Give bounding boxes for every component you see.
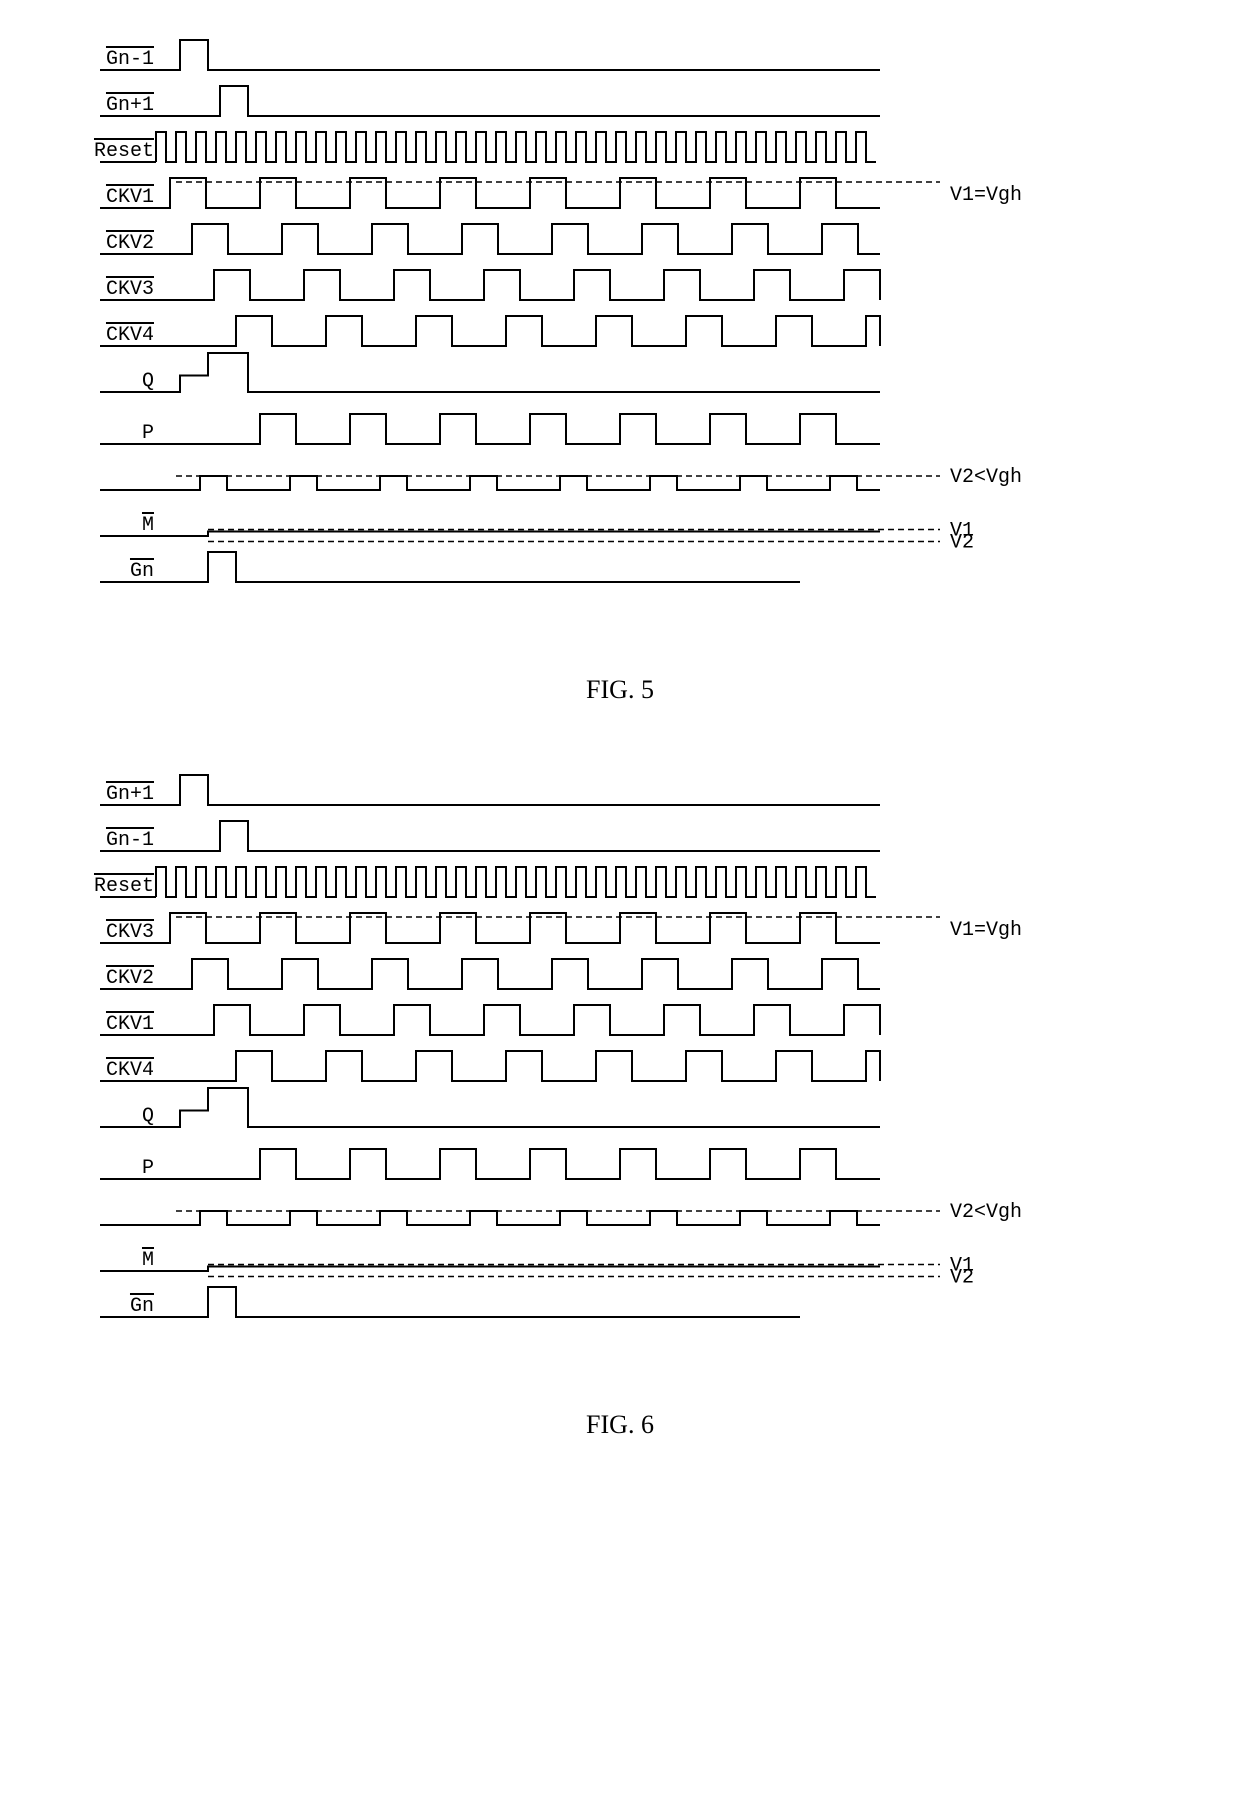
signal-label-ckv3: CKV3 [106,921,154,944]
waveform-Gn-1 [156,821,880,851]
signal-label-p: P [142,1157,154,1180]
signal-label-gn: Gn [130,560,154,583]
signal-label-m: M [142,1249,154,1272]
annotation-V1=Vgh: V1=Vgh [950,184,1022,207]
waveform-Gn [156,1287,800,1317]
signal-label-reset: Reset [94,875,154,898]
waveform-Reset [156,867,876,897]
waveform-CKV2 [156,959,880,989]
waveform-Gn+1 [156,86,880,116]
waveform-Reset [156,132,876,162]
annotation-V2: V2 [950,1267,974,1290]
timing-diagram-6: Gn+1 Gn-1 Reset CKV3 V1=Vgh CKV2 CKV1 CKV4 Q P V2<… [60,765,1160,1365]
waveform-CKV4 [156,316,880,346]
waveform-Gn-1 [156,40,880,70]
caption-fig6: FIG. 6 [0,1410,1240,1440]
waveform-P [156,1149,880,1179]
signal-label-gn-1: Gn-1 [106,48,154,71]
signal-label-q: Q [142,370,154,393]
waveform-CKV3 [156,270,880,300]
timing-diagram-5: Gn-1 Gn+1 Reset CKV1 V1=Vgh CKV2 CKV3 CKV4 Q P V2<… [60,30,1160,630]
signal-label-ckv4: CKV4 [106,1059,154,1082]
waveform-Q [156,1088,880,1127]
waveform-CKV4 [156,1051,880,1081]
signal-label-gn-1: Gn-1 [106,829,154,852]
waveform-row9 [156,1211,880,1225]
annotation-V2<Vgh: V2<Vgh [950,466,1022,489]
signal-label-p: P [142,422,154,445]
signal-label-gn: Gn [130,1295,154,1318]
signal-label-gn+1: Gn+1 [106,783,154,806]
signal-label-gn+1: Gn+1 [106,94,154,117]
annotation-V1=Vgh: V1=Vgh [950,919,1022,942]
page: Gn-1 Gn+1 Reset CKV1 V1=Vgh CKV2 CKV3 CKV4 Q P V2<… [0,30,1240,1440]
signal-label-ckv2: CKV2 [106,967,154,990]
waveform-Q [156,353,880,392]
waveform-P [156,414,880,444]
signal-label-m: M [142,514,154,537]
waveform-CKV2 [156,224,880,254]
waveform-Gn [156,552,800,582]
caption-fig5: FIG. 5 [0,675,1240,705]
waveform-CKV1 [156,1005,880,1035]
annotation-V2: V2 [950,532,974,555]
annotation-V2<Vgh: V2<Vgh [950,1201,1022,1224]
waveform-row9 [156,476,880,490]
waveform-M [156,532,880,537]
signal-label-reset: Reset [94,140,154,163]
figure-6: Gn+1 Gn-1 Reset CKV3 V1=Vgh CKV2 CKV1 CKV4 Q P V2<… [60,765,1240,1370]
waveform-Gn+1 [156,775,880,805]
signal-label-ckv2: CKV2 [106,232,154,255]
signal-label-ckv1: CKV1 [106,186,154,209]
signal-label-ckv4: CKV4 [106,324,154,347]
waveform-M [156,1267,880,1272]
signal-label-ckv3: CKV3 [106,278,154,301]
signal-label-q: Q [142,1105,154,1128]
signal-label-ckv1: CKV1 [106,1013,154,1036]
figure-5: Gn-1 Gn+1 Reset CKV1 V1=Vgh CKV2 CKV3 CKV4 Q P V2<… [60,30,1240,635]
